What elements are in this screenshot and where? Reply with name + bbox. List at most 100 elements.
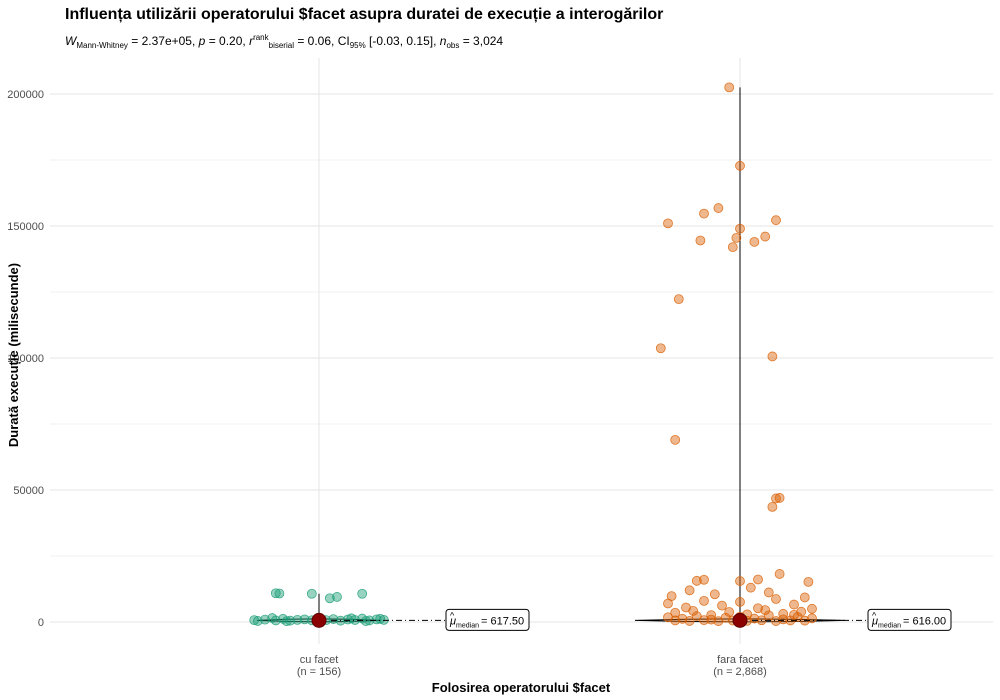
data-point bbox=[724, 82, 735, 93]
data-point bbox=[735, 160, 745, 171]
median-label-hat: ^ bbox=[872, 610, 877, 620]
median-label-subscript: median bbox=[878, 622, 901, 629]
median-label: μmedian = 616.00 bbox=[871, 615, 946, 629]
data-point bbox=[655, 343, 666, 354]
y-tick-label: 100000 bbox=[7, 353, 44, 365]
data-point bbox=[684, 616, 695, 626]
data-point bbox=[731, 232, 742, 243]
data-point bbox=[699, 615, 709, 626]
data-point bbox=[735, 597, 745, 607]
data-point bbox=[763, 587, 774, 598]
data-point bbox=[753, 574, 763, 585]
data-point bbox=[713, 203, 724, 213]
data-point bbox=[299, 614, 310, 625]
x-axis-title: Folosirea operatorului $facet bbox=[432, 680, 611, 695]
median-label-hat: ^ bbox=[450, 610, 455, 620]
data-point bbox=[724, 607, 735, 617]
data-point bbox=[274, 588, 285, 599]
data-point bbox=[360, 616, 371, 626]
median-label: μmedian = 617.50 bbox=[449, 615, 524, 629]
data-point bbox=[767, 351, 778, 362]
data-point bbox=[332, 592, 342, 602]
x-tick-count: (n = 156) bbox=[297, 666, 341, 678]
median-label-box bbox=[445, 608, 530, 631]
data-point bbox=[324, 593, 335, 604]
data-point bbox=[663, 218, 673, 229]
y-axis-title: Durată execuție (milisecunde) bbox=[6, 263, 21, 447]
median-label-symbol: μ bbox=[449, 615, 456, 627]
data-point bbox=[807, 603, 817, 614]
ci-symbol: CI bbox=[337, 34, 350, 48]
effect-subscript: biserial bbox=[268, 41, 294, 50]
data-point bbox=[771, 493, 781, 504]
data-point bbox=[778, 608, 789, 619]
data-point bbox=[789, 599, 799, 610]
p-value: = 0.20, bbox=[208, 34, 246, 48]
data-point bbox=[771, 215, 781, 226]
x-tick-count: (n = 2,868) bbox=[713, 666, 767, 678]
data-point bbox=[357, 588, 368, 599]
data-point bbox=[803, 576, 814, 587]
data-point bbox=[371, 614, 382, 625]
data-point bbox=[670, 434, 681, 445]
data-point bbox=[663, 612, 673, 623]
data-point bbox=[709, 589, 720, 600]
median-label-symbol: μ bbox=[871, 615, 878, 627]
data-point bbox=[771, 616, 781, 626]
effect-symbol: r bbox=[249, 34, 254, 48]
data-point bbox=[677, 613, 688, 624]
y-tick-label: 0 bbox=[38, 617, 44, 629]
data-point bbox=[771, 594, 781, 604]
data-point bbox=[749, 236, 760, 247]
data-point bbox=[760, 605, 771, 616]
data-point bbox=[699, 208, 709, 219]
y-tick-label: 200000 bbox=[7, 89, 44, 101]
median-label-value: = 617.50 bbox=[481, 615, 524, 627]
data-point bbox=[375, 613, 386, 624]
data-point bbox=[767, 501, 778, 512]
data-point bbox=[774, 569, 785, 579]
data-point bbox=[789, 609, 799, 620]
median-point bbox=[311, 612, 327, 628]
data-point bbox=[713, 616, 724, 627]
data-point bbox=[706, 614, 717, 625]
data-point bbox=[670, 615, 681, 626]
n-value: = 3,024 bbox=[462, 34, 504, 48]
data-point bbox=[799, 592, 810, 603]
data-point bbox=[695, 235, 706, 246]
data-point bbox=[260, 614, 270, 625]
median-label-value: = 616.00 bbox=[903, 615, 946, 627]
p-symbol: p bbox=[198, 34, 206, 48]
data-point bbox=[328, 614, 339, 624]
data-point bbox=[670, 607, 681, 618]
data-point bbox=[346, 613, 357, 624]
y-tick-label: 150000 bbox=[7, 221, 44, 233]
data-point bbox=[684, 585, 695, 596]
effect-size: rrankbiserial bbox=[249, 33, 294, 50]
data-point bbox=[281, 616, 292, 627]
data-point bbox=[666, 591, 677, 602]
data-point bbox=[285, 615, 296, 626]
data-point bbox=[778, 614, 789, 625]
data-point bbox=[699, 595, 709, 606]
data-point bbox=[292, 614, 303, 625]
data-point bbox=[735, 223, 745, 234]
data-point bbox=[691, 575, 702, 586]
effect-superscript: rank bbox=[253, 33, 269, 42]
data-point bbox=[249, 615, 260, 626]
effect-value: = 0.06, bbox=[297, 34, 335, 48]
data-point bbox=[735, 576, 745, 586]
median-label-subscript: median bbox=[456, 622, 479, 629]
data-point bbox=[270, 588, 281, 599]
median-point bbox=[732, 612, 748, 628]
stat-subscript: Mann-Whitney bbox=[76, 41, 128, 50]
data-point bbox=[745, 582, 756, 593]
data-point bbox=[699, 574, 709, 585]
data-point bbox=[760, 231, 771, 242]
data-point bbox=[673, 294, 684, 305]
x-tick-label: fara facet bbox=[717, 654, 763, 666]
n-subscript: obs bbox=[446, 41, 460, 50]
data-point bbox=[753, 603, 763, 614]
y-tick-label: 50000 bbox=[13, 485, 44, 497]
